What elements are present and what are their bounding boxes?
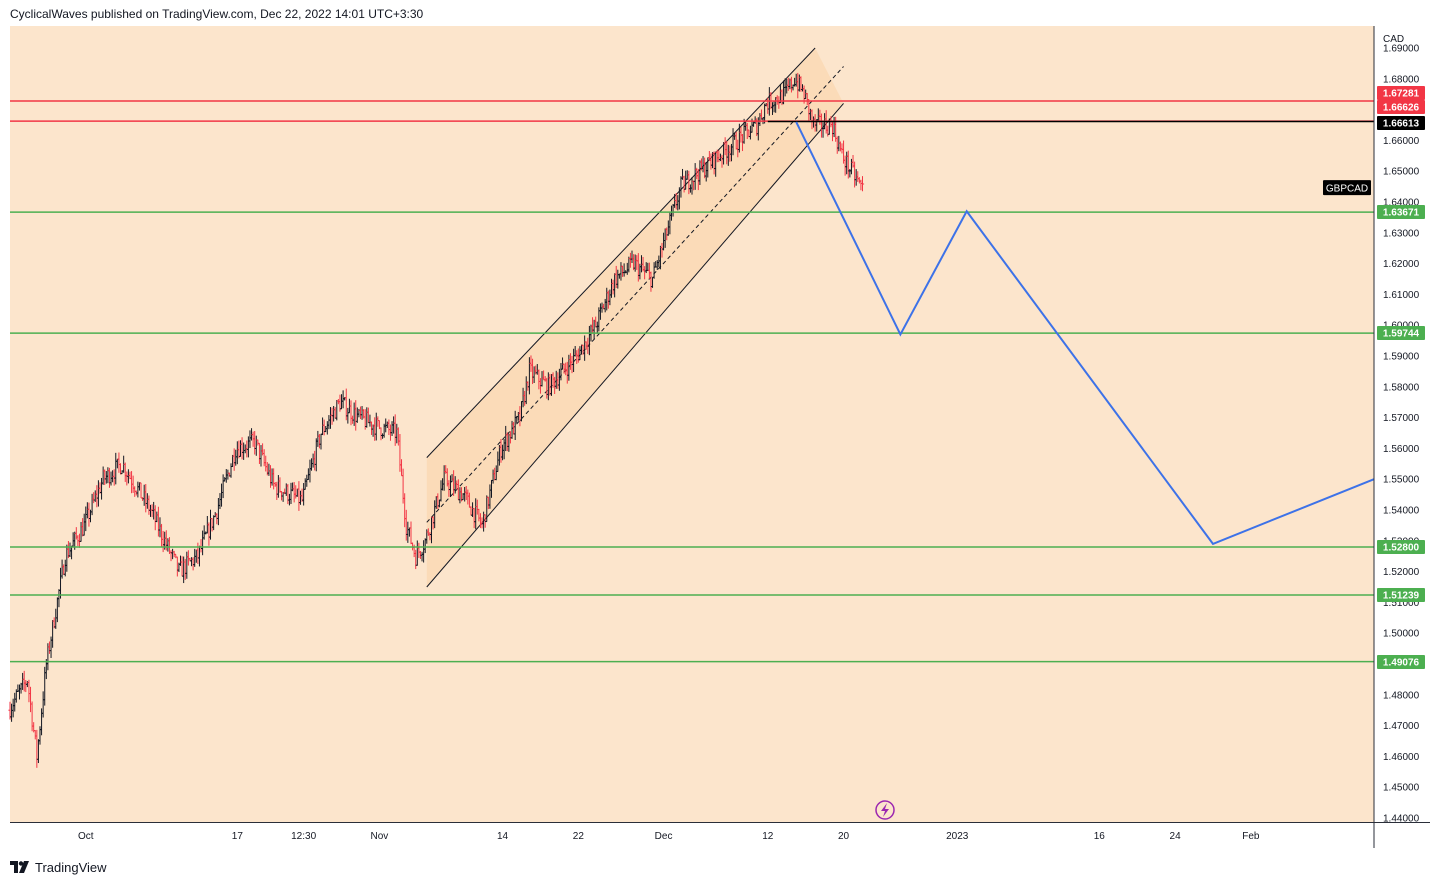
price-label-5: 1.52800: [1383, 543, 1420, 554]
price-tick-label: 1.65000: [1383, 167, 1420, 178]
channel-upper-line: [426, 47, 816, 458]
price-label-bg-0: [1377, 86, 1425, 100]
channel-mid-line: [426, 66, 844, 523]
price-label-1: 1.66626: [1383, 103, 1420, 114]
currency-label: CAD: [1383, 34, 1404, 45]
time-tick-label: 12: [762, 831, 774, 842]
price-label-7: 1.49076: [1383, 658, 1420, 669]
price-label-bg-1: [1377, 100, 1425, 114]
price-tick-label: 1.52000: [1383, 567, 1420, 578]
price-tick-label: 1.51000: [1383, 598, 1420, 609]
publisher-header: CyclicalWaves published on TradingView.c…: [10, 7, 424, 21]
time-tick-label: Oct: [78, 831, 94, 842]
plot-background: [10, 26, 1374, 822]
price-tick-label: 1.63000: [1383, 228, 1420, 239]
tradingview-brand: TradingView: [35, 859, 107, 875]
price-tick-label: 1.55000: [1383, 475, 1420, 486]
time-tick-label: 17: [232, 831, 244, 842]
price-label-layer: 1.67281 1.66626 1.66613 1.63671 1.59744 1.528…: [1323, 86, 1425, 669]
price-label-6: 1.51239: [1383, 591, 1420, 602]
price-label-bg-7: [1377, 655, 1425, 669]
time-tick-label: 12:30: [291, 831, 316, 842]
channel-fill: [426, 48, 844, 587]
price-tick-label: 1.56000: [1383, 444, 1420, 455]
price-label-0: 1.67281: [1383, 89, 1420, 100]
price-label-4: 1.59744: [1383, 329, 1420, 340]
price-chart[interactable]: CAD 1.440001.450001.460001.470001.480001…: [0, 0, 1440, 856]
time-axis[interactable]: Oct 17 12:30 Nov 14 22 Dec 12 20 2023 16 24 Feb: [78, 831, 1260, 842]
price-tick-label: 1.50000: [1383, 629, 1420, 640]
price-tick-label: 1.48000: [1383, 690, 1420, 701]
price-tick-label: 1.57000: [1383, 413, 1420, 424]
tradingview-logo-icon: [10, 861, 29, 873]
price-tick-label: 1.54000: [1383, 506, 1420, 517]
time-tick-label: Nov: [371, 831, 389, 842]
time-tick-label: 16: [1094, 831, 1106, 842]
price-tick-label: 1.64000: [1383, 198, 1420, 209]
price-label-bg-6: [1377, 588, 1425, 602]
footer: TradingView: [10, 858, 107, 876]
price-label-bg-4: [1377, 326, 1425, 340]
time-tick-label: 24: [1170, 831, 1182, 842]
channel-layer: [426, 47, 844, 588]
time-tick-label: 22: [573, 831, 585, 842]
price-tick-label: 1.62000: [1383, 259, 1420, 270]
lightning-icon[interactable]: [875, 800, 895, 820]
price-tick-label: 1.47000: [1383, 721, 1420, 732]
time-tick-label: Feb: [1242, 831, 1260, 842]
projection-layer: [795, 121, 1375, 546]
symbol-tag: GBPCAD: [1326, 184, 1368, 195]
price-tick-label: 1.46000: [1383, 752, 1420, 763]
price-tick-label: 1.66000: [1383, 136, 1420, 147]
price-label-3: 1.63671: [1383, 208, 1420, 219]
time-tick-label: Dec: [655, 831, 673, 842]
price-axis[interactable]: 1.44000 1.45000 1.46000 1.47000 1.48000 1.490…: [1383, 44, 1420, 825]
price-tick-label: 1.59000: [1383, 352, 1420, 363]
price-tick-label: 1.69000: [1383, 44, 1420, 55]
price-label-bg-3: [1377, 205, 1425, 219]
level-layer: [10, 100, 1374, 663]
price-tick-label: 1.68000: [1383, 74, 1420, 85]
price-label-2: 1.66613: [1383, 119, 1420, 130]
symbol-tag-bg: [1323, 180, 1371, 196]
time-tick-label: 2023: [946, 831, 969, 842]
projection-path: [795, 121, 1375, 546]
price-tick-label: 1.45000: [1383, 783, 1420, 794]
price-tick-label: 1.61000: [1383, 290, 1420, 301]
price-tick-label: 1.44000: [1383, 814, 1420, 825]
price-label-bg-5: [1377, 540, 1425, 554]
time-tick-label: 20: [838, 831, 850, 842]
time-tick-label: 14: [497, 831, 509, 842]
price-label-bg-2: [1377, 116, 1425, 130]
channel-lower-line: [426, 103, 844, 588]
price-tick-label: 1.58000: [1383, 382, 1420, 393]
